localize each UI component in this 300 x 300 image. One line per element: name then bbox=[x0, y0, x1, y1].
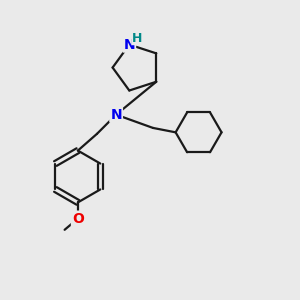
Text: H: H bbox=[132, 32, 143, 45]
Text: O: O bbox=[72, 212, 84, 226]
Text: N: N bbox=[124, 38, 135, 52]
Text: N: N bbox=[110, 108, 122, 122]
